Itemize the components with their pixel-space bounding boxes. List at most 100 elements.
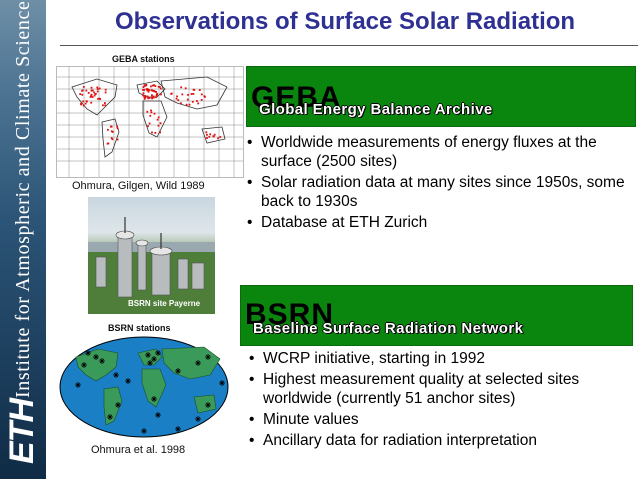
station-dot	[143, 89, 146, 91]
station-dot	[81, 89, 84, 92]
institute-sidebar: Institute for Atmospheric and Climate Sc…	[0, 0, 46, 479]
institute-name: Institute for Atmospheric and Climate Sc…	[12, 0, 34, 398]
station-dot	[186, 98, 189, 101]
bsrn-station-markers	[75, 350, 225, 434]
station-dot	[80, 102, 82, 105]
station-dot	[91, 89, 93, 92]
bsrn-full-name: Baseline Surface Radiation Network	[253, 320, 524, 337]
station-dot	[143, 97, 146, 100]
station-dot	[110, 137, 113, 139]
station-dot	[110, 125, 113, 128]
station-dot	[148, 89, 151, 91]
geba-map-credit: Ohmura, Gilgen, Wild 1989	[72, 180, 205, 192]
station-dot	[116, 125, 118, 128]
station-dot	[200, 99, 203, 101]
station-star	[141, 428, 147, 434]
geba-station-map	[56, 66, 244, 178]
station-dot	[90, 86, 93, 89]
station-dot	[149, 114, 152, 117]
station-dot	[96, 88, 99, 90]
station-dot	[180, 86, 183, 89]
geba-bullet: Worldwide measurements of energy fluxes …	[245, 133, 635, 171]
station-star	[151, 396, 157, 402]
station-star	[155, 412, 161, 418]
station-dot	[146, 110, 149, 113]
title-divider	[60, 45, 638, 46]
geba-bullet-list: Worldwide measurements of energy fluxes …	[245, 133, 635, 234]
station-dot	[110, 130, 113, 133]
station-dot	[197, 102, 200, 105]
station-dot	[81, 93, 84, 96]
station-dot	[116, 127, 119, 130]
station-dot	[151, 131, 153, 134]
station-dot	[150, 89, 153, 92]
station-dot	[155, 96, 157, 98]
station-dot	[156, 118, 159, 121]
station-dot	[157, 116, 160, 119]
station-dot	[84, 102, 87, 105]
station-dot	[147, 90, 150, 93]
geba-station-dots	[79, 84, 222, 145]
station-dot	[153, 90, 156, 93]
station-dot	[91, 96, 94, 98]
station-star	[81, 362, 87, 368]
bsrn-bullet: WCRP initiative, starting in 1992	[247, 349, 632, 368]
station-dot	[156, 93, 158, 96]
station-star	[195, 360, 201, 366]
station-star	[219, 380, 225, 386]
station-dot	[150, 109, 152, 112]
station-dot	[159, 122, 162, 125]
station-dot	[87, 92, 90, 94]
instrument-illustration	[88, 217, 215, 314]
station-dot	[82, 104, 85, 107]
station-dot	[102, 104, 104, 107]
station-star	[107, 414, 113, 420]
station-dot	[206, 133, 208, 136]
station-dot	[82, 100, 85, 103]
bsrn-bullet: Ancillary data for radiation interpretat…	[247, 431, 632, 450]
station-dot	[155, 91, 157, 93]
station-star	[113, 372, 119, 378]
eth-logo: ETH	[3, 399, 41, 464]
bsrn-map-credit: Ohmura et al. 1998	[91, 444, 186, 456]
station-dot	[148, 122, 151, 125]
station-dot	[98, 97, 101, 100]
station-dot	[96, 86, 99, 89]
station-star	[205, 402, 211, 408]
station-dot	[181, 93, 184, 96]
station-dot	[188, 103, 191, 106]
station-dot	[185, 103, 188, 106]
station-dot	[144, 96, 147, 99]
station-star	[93, 354, 99, 360]
station-star	[151, 356, 157, 362]
station-dot	[79, 93, 82, 95]
station-dot	[151, 94, 153, 97]
station-dot	[80, 103, 82, 106]
station-dot	[212, 135, 215, 138]
station-star	[145, 352, 151, 358]
station-dot	[104, 104, 107, 107]
station-dot	[205, 131, 208, 134]
station-dot	[142, 92, 145, 95]
station-dot	[170, 93, 173, 95]
station-dot	[159, 87, 162, 90]
station-dot	[157, 85, 160, 88]
station-dot	[93, 94, 96, 97]
station-dot	[142, 89, 144, 91]
station-dot	[176, 95, 178, 98]
station-dot	[85, 100, 88, 103]
station-dot	[97, 97, 99, 100]
station-dot	[154, 132, 157, 134]
station-dot	[98, 87, 101, 90]
station-dot	[175, 97, 178, 100]
station-dot	[143, 85, 146, 87]
station-dot	[145, 88, 148, 91]
station-dot	[111, 138, 114, 141]
station-dot	[146, 89, 149, 92]
station-dot	[90, 93, 93, 96]
station-dot	[192, 93, 195, 95]
bsrn-bullet: Highest measurement quality at selected …	[247, 370, 632, 408]
station-dot	[104, 91, 107, 94]
station-dot	[146, 95, 149, 98]
station-dot	[144, 95, 147, 97]
